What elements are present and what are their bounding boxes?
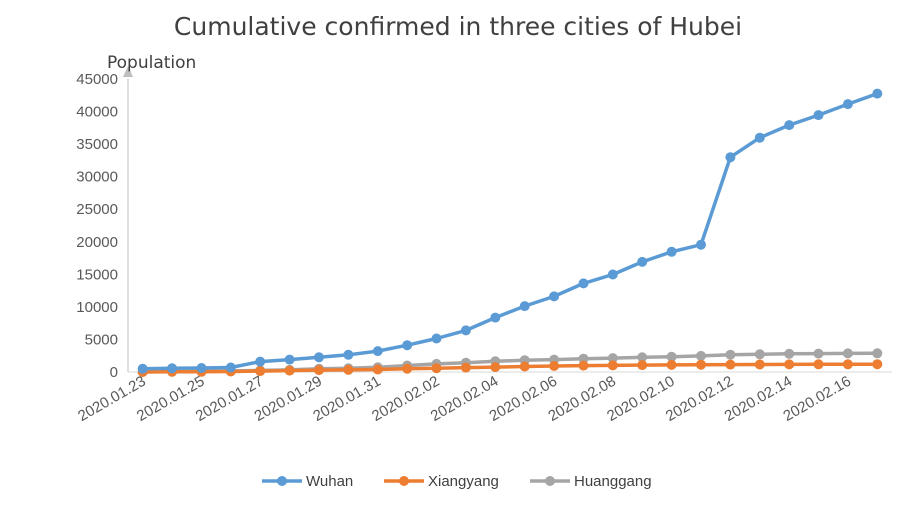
data-point	[842, 359, 853, 370]
data-point	[607, 269, 618, 280]
data-point	[696, 350, 706, 361]
series-xiangyang	[137, 359, 883, 377]
legend-label: Wuhan	[306, 473, 353, 490]
y-tick-label: 5000	[85, 331, 118, 348]
series-line	[140, 91, 880, 371]
data-point	[196, 363, 207, 373]
legend-item-wuhan: Wuhan	[262, 473, 353, 490]
data-point	[284, 365, 295, 376]
data-point	[784, 359, 795, 370]
data-point	[754, 359, 765, 370]
data-point	[284, 354, 295, 365]
y-tick-labels: 0 5000 10000 15000 20000 25000 30000 35000 40000…	[76, 71, 118, 381]
data-point	[754, 349, 765, 360]
data-point	[343, 349, 354, 360]
data-point	[460, 362, 471, 373]
data-point	[784, 120, 795, 131]
x-tick-labels: 2020.01.232020.01.252020.01.272020.01.29…	[75, 373, 854, 425]
legend-swatch-marker	[399, 476, 409, 486]
legend-swatch-marker	[545, 476, 555, 486]
y-tick-label: 35000	[76, 136, 118, 153]
data-point	[725, 359, 736, 370]
data-point	[637, 360, 648, 371]
series-layer	[137, 88, 883, 377]
y-tick-label: 20000	[76, 234, 118, 251]
legend-item-xiangyang: Xiangyang	[384, 473, 499, 490]
data-point	[431, 333, 442, 344]
data-point	[343, 364, 354, 375]
data-point	[607, 353, 618, 364]
y-tick-label: 25000	[76, 201, 118, 218]
legend-swatch-marker	[277, 476, 287, 486]
data-point	[842, 348, 853, 359]
data-point	[754, 132, 765, 143]
legend-item-huanggang: Huanggang	[530, 473, 652, 490]
data-point	[872, 359, 883, 370]
y-tick-label: 15000	[76, 266, 118, 283]
data-point	[490, 312, 501, 323]
data-point	[372, 364, 383, 375]
data-point	[696, 359, 706, 370]
series-wuhan	[137, 88, 883, 374]
data-point	[607, 360, 618, 371]
data-point	[402, 363, 413, 374]
data-point	[578, 353, 589, 364]
data-point	[666, 351, 677, 362]
data-point	[255, 366, 266, 377]
data-point	[813, 359, 824, 370]
data-point	[666, 246, 677, 257]
y-axis-label: Population	[107, 53, 196, 73]
data-point	[842, 99, 853, 110]
data-point	[314, 352, 324, 363]
data-point	[637, 352, 648, 363]
data-point	[549, 291, 560, 302]
y-axis-arrow	[123, 66, 133, 77]
data-point	[314, 365, 324, 376]
data-point	[167, 363, 178, 374]
axes: Population	[107, 53, 892, 373]
data-point	[431, 363, 442, 374]
data-point	[549, 361, 560, 371]
data-point	[519, 301, 530, 312]
x-tick-label: 2020.02.16	[780, 373, 854, 425]
data-point	[519, 361, 530, 372]
data-point	[637, 256, 648, 267]
legend-label: Huanggang	[574, 473, 652, 490]
data-point	[725, 152, 736, 163]
data-point	[813, 348, 824, 359]
y-tick-label: 0	[110, 364, 118, 381]
data-point	[696, 239, 706, 250]
data-point	[872, 348, 883, 359]
y-tick-label: 30000	[76, 169, 118, 186]
data-point	[460, 325, 471, 336]
data-point	[255, 356, 266, 367]
series-line	[140, 362, 880, 374]
chart-title: Cumulative confirmed in three cities of …	[173, 12, 743, 41]
data-point	[725, 349, 736, 360]
legend: Wuhan Xiangyang Huanggang	[262, 473, 652, 490]
data-point	[137, 363, 148, 374]
y-tick-label: 45000	[76, 71, 118, 88]
data-point	[666, 359, 677, 370]
data-point	[813, 110, 824, 121]
data-point	[225, 362, 236, 373]
data-point	[372, 346, 383, 357]
data-point	[490, 362, 501, 373]
data-point	[578, 360, 589, 371]
data-point	[872, 88, 883, 99]
data-point	[578, 278, 589, 289]
legend-label: Xiangyang	[428, 473, 499, 490]
y-tick-label: 10000	[76, 299, 118, 316]
y-tick-label: 40000	[76, 104, 118, 121]
data-point	[784, 348, 795, 359]
data-point	[402, 340, 413, 351]
